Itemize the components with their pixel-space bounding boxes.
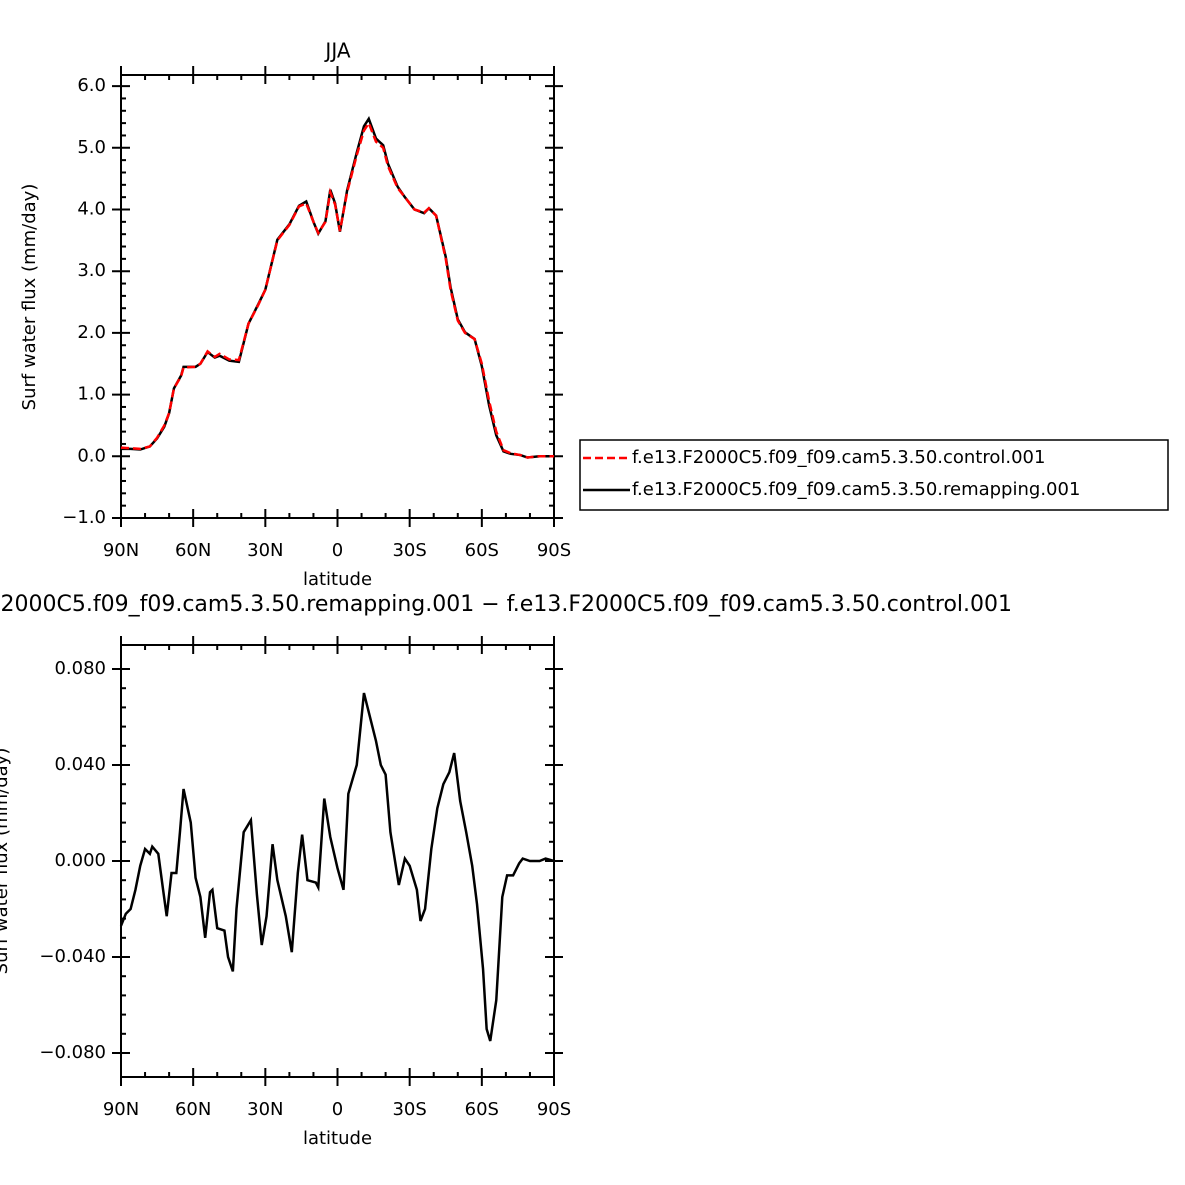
chart-title: f.e13.F2000C5.f09_f09.cam5.3.50.remappin… <box>0 592 1012 617</box>
y-tick-label: 0.080 <box>54 658 106 679</box>
y-tick-label: −1.0 <box>62 507 106 528</box>
y-axis-label: Surf water flux (mm/day) <box>19 184 40 411</box>
y-tick-label: 2.0 <box>77 322 106 343</box>
x-tick-label: 90S <box>537 1099 571 1120</box>
x-tick-label: 0 <box>332 1099 343 1120</box>
y-tick-label: 6.0 <box>77 75 106 96</box>
legend-label: f.e13.F2000C5.f09_f09.cam5.3.50.control.… <box>632 447 1045 468</box>
x-tick-label: 60N <box>175 1099 211 1120</box>
x-tick-label: 30N <box>247 1099 283 1120</box>
plot-frame <box>120 644 555 1078</box>
x-tick-label: 60S <box>465 1099 499 1120</box>
chart-title: JJA <box>323 39 350 63</box>
x-tick-label: 0 <box>332 540 343 561</box>
x-tick-label: 60S <box>465 540 499 561</box>
legend-box <box>579 439 1169 511</box>
x-axis-label: latitude <box>303 569 372 590</box>
x-tick-label: 60N <box>175 540 211 561</box>
y-tick-label: 0.000 <box>54 850 106 871</box>
plot-frame <box>120 74 555 519</box>
x-tick-label: 30S <box>392 1099 426 1120</box>
data-line <box>121 116 554 459</box>
x-tick-label: 90N <box>103 540 139 561</box>
y-tick-label: 0.0 <box>77 445 106 466</box>
y-tick-label: 3.0 <box>77 260 106 281</box>
data-line <box>120 120 554 459</box>
y-tick-label: 1.0 <box>77 384 106 405</box>
x-tick-label: 90N <box>103 1099 139 1120</box>
x-axis-label: latitude <box>303 1128 372 1149</box>
x-tick-label: 30N <box>247 540 283 561</box>
y-tick-label: 0.040 <box>54 754 106 775</box>
data-line <box>119 692 555 1042</box>
y-tick-label: 5.0 <box>77 137 106 158</box>
y-tick-label: −0.040 <box>39 946 106 967</box>
x-tick-label: 30S <box>392 540 426 561</box>
x-tick-label: 90S <box>537 540 571 561</box>
y-axis-label: Surf water flux (mm/day) <box>0 748 12 975</box>
y-tick-label: −0.080 <box>39 1042 106 1063</box>
y-tick-label: 4.0 <box>77 199 106 220</box>
legend-label: f.e13.F2000C5.f09_f09.cam5.3.50.remappin… <box>632 479 1080 500</box>
